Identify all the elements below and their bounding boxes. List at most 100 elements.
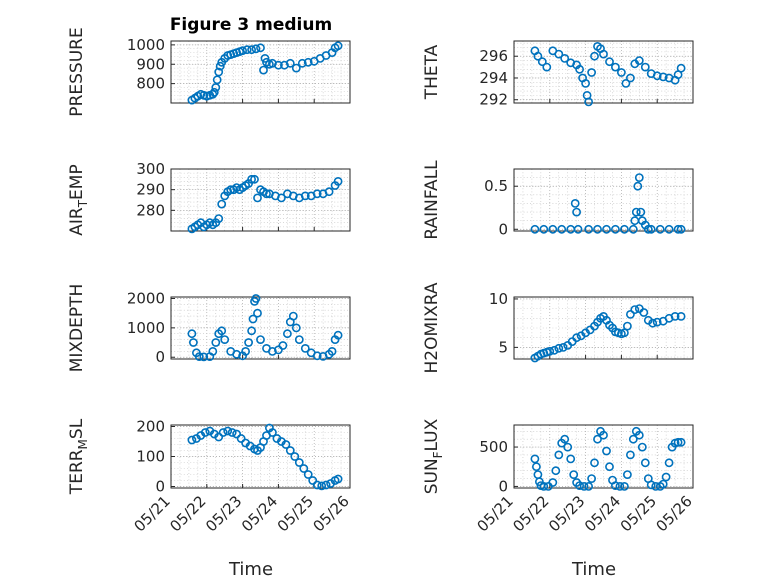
y-tick-label: 0 — [155, 478, 165, 496]
data-point — [661, 472, 671, 482]
data-point — [630, 305, 640, 314]
y-tick-label: 2000 — [127, 289, 165, 307]
data-point — [294, 335, 304, 344]
data-point — [530, 224, 540, 234]
x-axis-label: Time — [571, 559, 616, 580]
data-point — [572, 333, 581, 343]
data-point — [241, 346, 250, 356]
data-point — [611, 62, 620, 72]
data-point — [549, 345, 559, 355]
axes-border — [513, 296, 694, 360]
data-point — [291, 63, 301, 73]
y-tick-label: 280 — [136, 201, 165, 219]
data-point — [548, 478, 558, 487]
data-point — [558, 342, 568, 352]
data-point — [532, 462, 541, 472]
data-point — [554, 343, 564, 353]
x-tick-label: 05/21 — [131, 492, 174, 535]
data-point — [599, 49, 608, 59]
data-point — [611, 224, 620, 234]
y-axis-label: THETA — [422, 44, 442, 100]
data-point — [300, 343, 310, 353]
data-point — [590, 458, 599, 468]
data-point — [646, 224, 656, 234]
data-point — [200, 428, 210, 437]
axes-border — [170, 168, 351, 232]
data-point — [247, 174, 256, 184]
data-point — [651, 481, 661, 491]
x-axis-label-left: Time — [228, 559, 273, 580]
data-point — [535, 477, 544, 487]
data-point — [554, 49, 564, 59]
data-point — [256, 43, 265, 53]
data-point — [321, 480, 331, 490]
data-point — [281, 440, 291, 449]
data-point — [634, 56, 644, 65]
data-point — [643, 224, 653, 234]
x-tick-label: 05/26 — [310, 492, 353, 535]
data-point — [262, 189, 271, 199]
data-point — [560, 54, 570, 63]
data-point — [291, 323, 301, 333]
data-point — [300, 191, 310, 201]
data-point — [308, 476, 318, 485]
data-point — [626, 450, 635, 460]
data-point — [247, 45, 256, 55]
data-point — [227, 428, 237, 437]
data-point — [652, 317, 662, 327]
data-point — [333, 41, 343, 51]
data-point — [563, 442, 573, 452]
data-point — [579, 481, 589, 491]
data-point — [551, 466, 561, 476]
data-point — [253, 193, 262, 203]
data-point — [333, 474, 343, 484]
data-point — [676, 224, 686, 234]
data-point — [637, 442, 647, 452]
data-point — [533, 51, 543, 61]
data-point — [214, 67, 224, 77]
y-tick-label: 0 — [498, 477, 508, 495]
data-point — [299, 464, 309, 473]
data-point — [327, 346, 337, 356]
y-tick-label: 1000 — [127, 36, 165, 54]
data-point — [260, 54, 270, 63]
data-point — [211, 338, 221, 347]
data-point — [602, 224, 611, 234]
data-point — [539, 224, 549, 234]
x-tick-label: 05/22 — [509, 492, 552, 535]
data-point — [575, 64, 584, 74]
data-point — [570, 198, 580, 208]
data-point — [285, 58, 295, 68]
y-axis-label: SUNFLUX — [422, 418, 445, 494]
data-point — [655, 224, 665, 234]
data-point — [294, 458, 304, 467]
data-point — [572, 207, 581, 217]
data-point — [242, 45, 252, 55]
data-point — [214, 214, 224, 223]
data-point — [539, 481, 549, 491]
y-axis-label: RAINFALL — [422, 160, 442, 240]
data-point — [276, 193, 286, 203]
data-point — [232, 349, 241, 359]
data-point — [676, 63, 686, 73]
data-point — [584, 481, 593, 491]
data-point — [199, 352, 209, 362]
data-point — [640, 62, 650, 72]
data-point — [188, 338, 198, 347]
data-point — [611, 481, 620, 490]
y-tick-label: 1000 — [127, 319, 165, 337]
x-tick-label: 05/26 — [653, 492, 696, 535]
data-point — [250, 174, 259, 184]
data-point — [232, 429, 241, 439]
y-tick-label: 5 — [498, 338, 508, 356]
data-point — [238, 46, 247, 56]
data-point — [593, 434, 602, 444]
data-point — [218, 428, 228, 437]
data-point — [673, 437, 683, 447]
data-point — [214, 432, 224, 442]
data-point — [251, 44, 261, 54]
data-point — [566, 454, 576, 464]
